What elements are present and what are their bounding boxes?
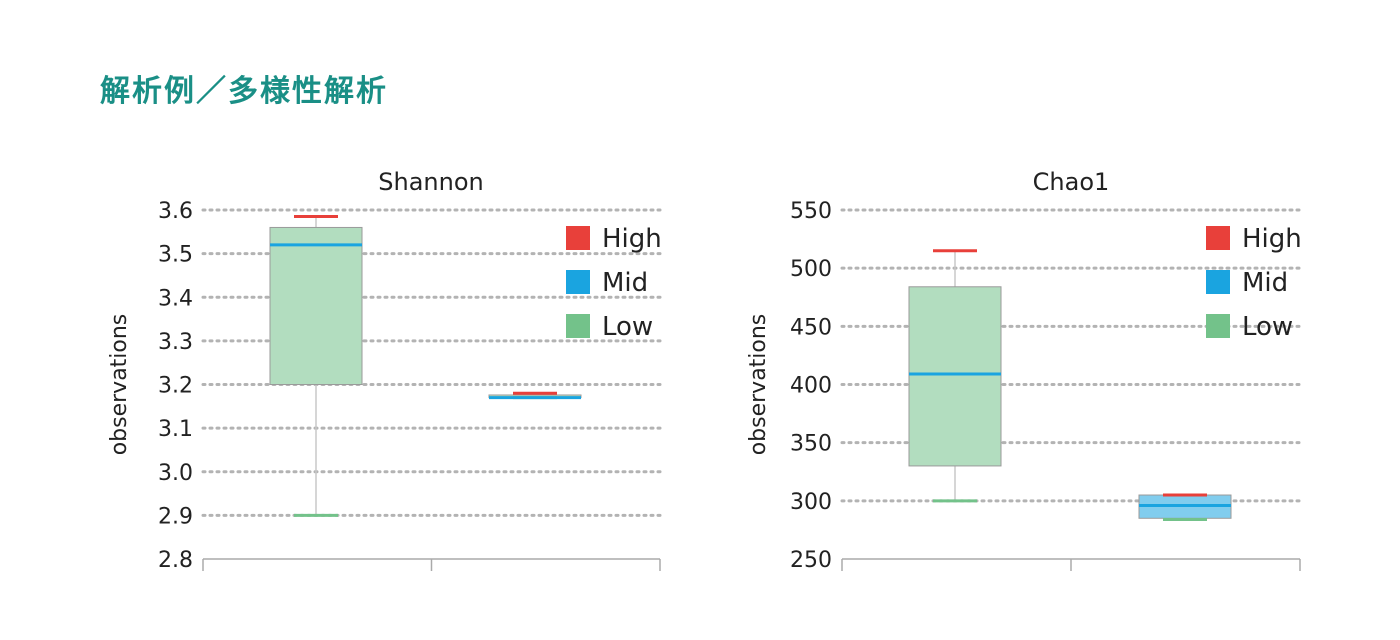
chart2-ytick-label: 300 [790,490,832,515]
chart1-ytick-label: 3.2 [158,374,193,399]
chart1-legend-swatch-low [566,314,590,338]
chart1-legend-label-low: Low [602,312,653,342]
chart1-ytick-label: 2.9 [158,504,193,529]
page-heading: 解析例／多様性解析 [100,74,388,109]
chart1-ytick-label: 2.8 [158,548,193,573]
chart1-ytick-label: 3.1 [158,417,193,442]
chart2-legend-label-mid: Mid [1242,268,1288,298]
chart1-legend-label-mid: Mid [602,268,648,298]
chart1-title: Shannon [378,168,483,196]
chart2-ytick-label: 250 [790,548,832,573]
chart1-legend-swatch-high [566,226,590,250]
chart2-legend-swatch-mid [1206,270,1230,294]
chart1-ytick-label: 3.4 [158,286,193,311]
chart2-legend-label-high: High [1242,224,1302,254]
chart2-ytick-label: 450 [790,315,832,340]
chart2-legend-swatch-low [1206,314,1230,338]
chart1-ytick-label: 3.0 [158,461,193,486]
chart2-group1-box [908,286,1002,467]
chart2-legend-label-low: Low [1242,312,1293,342]
chart2-ylabel: observations [746,314,771,456]
chart2-title: Chao1 [1033,168,1110,196]
chart1-legend-label-high: High [602,224,662,254]
chart1-ytick-label: 3.5 [158,243,193,268]
chart2-ytick-label: 400 [790,374,832,399]
chart1-group1-box [269,226,363,385]
chart2-legend-swatch-high [1206,226,1230,250]
chart1-ytick-label: 3.6 [158,199,193,224]
chart2-ytick-label: 550 [790,199,832,224]
chart2-ytick-label: 500 [790,257,832,282]
chart1-ylabel: observations [107,314,132,456]
chart1-legend-swatch-mid [566,270,590,294]
chart2-ytick-label: 350 [790,432,832,457]
chart1-ytick-label: 3.3 [158,330,193,355]
